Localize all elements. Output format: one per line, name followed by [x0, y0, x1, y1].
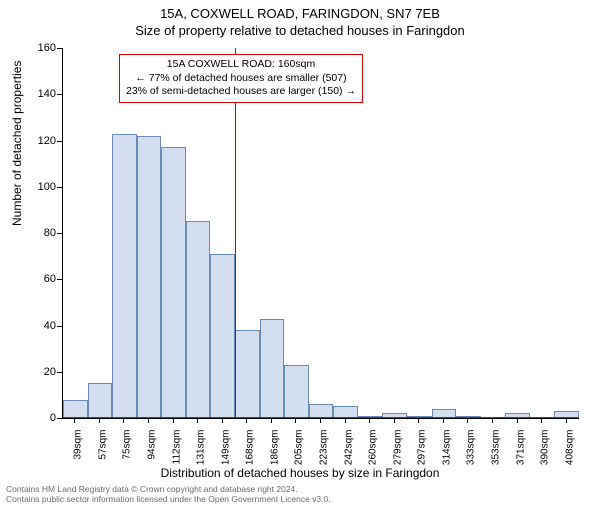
xtick-mark: [418, 418, 419, 423]
footer: Contains HM Land Registry data © Crown c…: [6, 484, 331, 504]
xtick-mark: [246, 418, 247, 423]
xtick-mark: [197, 418, 198, 423]
xtick-mark: [517, 418, 518, 423]
xtick-label: 408sqm: [564, 430, 575, 466]
xtick-mark: [148, 418, 149, 423]
xtick-label: 223sqm: [319, 430, 330, 466]
histogram-bar: [112, 134, 137, 418]
chart-container: 15A, COXWELL ROAD, FARINGDON, SN7 7EB Si…: [0, 6, 600, 506]
xtick-label: 131sqm: [196, 430, 207, 466]
xtick-label: 390sqm: [540, 430, 551, 466]
x-axis-label: Distribution of detached houses by size …: [0, 466, 600, 480]
chart-area: 15A COXWELL ROAD: 160sqm ← 77% of detach…: [62, 48, 578, 418]
y-axis-label: Number of detached properties: [10, 61, 24, 226]
title-address: 15A, COXWELL ROAD, FARINGDON, SN7 7EB: [0, 6, 600, 21]
baseline: [63, 417, 579, 418]
footer-line2: Contains public sector information licen…: [6, 494, 331, 504]
ytick-mark: [57, 187, 62, 188]
xtick-mark: [74, 418, 75, 423]
histogram-bar: [284, 365, 309, 418]
histogram-bar: [161, 147, 186, 418]
xtick-label: 168sqm: [245, 430, 256, 466]
ytick-mark: [57, 233, 62, 234]
histogram-bar: [186, 221, 211, 418]
ytick-label: 40: [26, 320, 56, 332]
ytick-label: 160: [26, 42, 56, 54]
xtick-mark: [492, 418, 493, 423]
ytick-mark: [57, 418, 62, 419]
marker-line: [235, 48, 236, 418]
ytick-label: 60: [26, 273, 56, 285]
xtick-mark: [271, 418, 272, 423]
xtick-label: 57sqm: [97, 430, 108, 460]
ytick-label: 100: [26, 181, 56, 193]
xtick-mark: [123, 418, 124, 423]
ytick-label: 0: [26, 412, 56, 424]
xtick-label: 205sqm: [294, 430, 305, 466]
histogram-bar: [235, 330, 260, 418]
xtick-label: 279sqm: [392, 430, 403, 466]
histogram-bar: [63, 400, 88, 419]
histogram-bar: [309, 404, 334, 418]
histogram-bar: [88, 383, 113, 418]
xtick-mark: [394, 418, 395, 423]
ytick-mark: [57, 372, 62, 373]
annotation-line1: 15A COXWELL ROAD: 160sqm: [126, 58, 356, 72]
xtick-mark: [222, 418, 223, 423]
histogram-bar: [210, 254, 235, 418]
xtick-label: 314sqm: [441, 430, 452, 466]
xtick-mark: [541, 418, 542, 423]
xtick-label: 333sqm: [466, 430, 477, 466]
xtick-mark: [99, 418, 100, 423]
xtick-label: 149sqm: [220, 430, 231, 466]
plot-region: 15A COXWELL ROAD: 160sqm ← 77% of detach…: [62, 48, 579, 419]
ytick-mark: [57, 326, 62, 327]
xtick-label: 260sqm: [368, 430, 379, 466]
xtick-label: 242sqm: [343, 430, 354, 466]
ytick-label: 120: [26, 135, 56, 147]
xtick-label: 353sqm: [491, 430, 502, 466]
xtick-label: 297sqm: [417, 430, 428, 466]
xtick-mark: [173, 418, 174, 423]
xtick-label: 112sqm: [171, 430, 182, 465]
title-subtitle: Size of property relative to detached ho…: [0, 23, 600, 38]
ytick-mark: [57, 48, 62, 49]
ytick-mark: [57, 279, 62, 280]
xtick-label: 39sqm: [73, 430, 84, 460]
ytick-mark: [57, 94, 62, 95]
xtick-mark: [320, 418, 321, 423]
xtick-mark: [345, 418, 346, 423]
xtick-label: 371sqm: [515, 430, 526, 466]
xtick-mark: [295, 418, 296, 423]
footer-line1: Contains HM Land Registry data © Crown c…: [6, 484, 331, 494]
xtick-label: 75sqm: [122, 430, 133, 460]
xtick-mark: [369, 418, 370, 423]
annotation-line3: 23% of semi-detached houses are larger (…: [126, 85, 356, 99]
xtick-mark: [467, 418, 468, 423]
xtick-mark: [443, 418, 444, 423]
ytick-label: 20: [26, 366, 56, 378]
ytick-label: 80: [26, 227, 56, 239]
histogram-bar: [260, 319, 285, 418]
annotation-line2: ← 77% of detached houses are smaller (50…: [126, 72, 356, 86]
annotation-box: 15A COXWELL ROAD: 160sqm ← 77% of detach…: [119, 54, 363, 103]
xtick-label: 186sqm: [269, 430, 280, 466]
xtick-label: 94sqm: [147, 430, 158, 460]
ytick-label: 140: [26, 88, 56, 100]
xtick-mark: [566, 418, 567, 423]
ytick-mark: [57, 141, 62, 142]
histogram-bar: [137, 136, 162, 418]
